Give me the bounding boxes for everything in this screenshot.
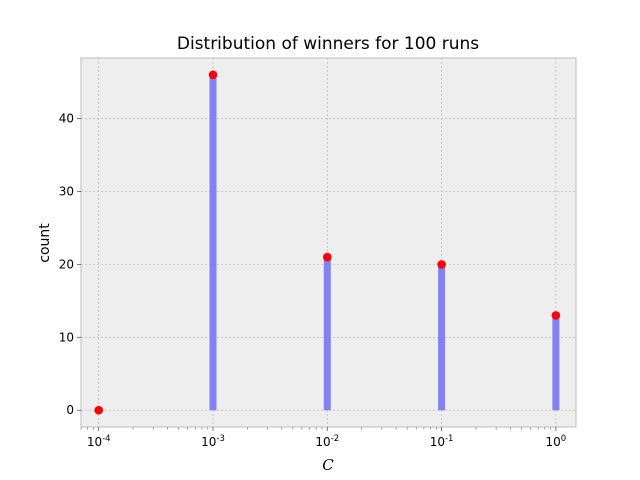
chart-title: Distribution of winners for 100 runs — [177, 34, 479, 54]
bar-marker — [551, 311, 561, 320]
bars — [209, 74, 560, 411]
bar-marker — [208, 70, 218, 80]
markers — [94, 70, 561, 415]
y-tick-label: 10 — [59, 330, 74, 344]
plot-frame — [80, 57, 577, 428]
y-axis-label: count — [37, 223, 53, 263]
y-tick-label: 40 — [59, 112, 74, 126]
bar — [209, 74, 217, 411]
bar — [323, 257, 331, 411]
x-tick-labels: 10-4 10-3 10-2 10-1 100 — [87, 434, 566, 449]
x-axis-label: C — [322, 456, 334, 474]
y-tick-labels: 0 10 20 30 40 — [59, 112, 74, 418]
bar-marker — [94, 405, 104, 415]
x-tick-label: 10-2 — [315, 434, 339, 449]
axis-ticks — [77, 118, 557, 431]
y-tick-label: 30 — [59, 184, 74, 198]
bar-marker — [437, 260, 446, 269]
bar — [438, 264, 446, 411]
x-tick-label: 10-1 — [430, 434, 454, 449]
bar-marker — [322, 252, 332, 262]
x-tick-label: 10-4 — [87, 434, 111, 449]
y-tick-label: 20 — [59, 257, 74, 271]
x-tick-label: 10-3 — [201, 434, 225, 449]
x-tick-label: 100 — [546, 434, 567, 449]
y-tick-label: 0 — [66, 403, 74, 417]
bar — [552, 315, 560, 411]
